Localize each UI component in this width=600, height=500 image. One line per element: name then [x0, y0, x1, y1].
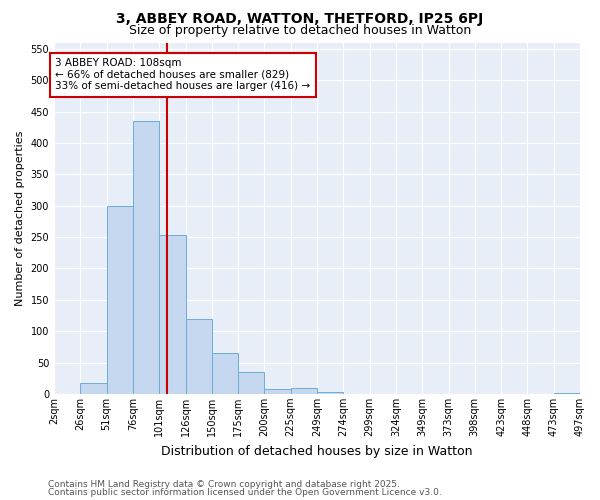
- Bar: [80, 383, 107, 394]
- Bar: [291, 388, 317, 394]
- Text: 3, ABBEY ROAD, WATTON, THETFORD, IP25 6PJ: 3, ABBEY ROAD, WATTON, THETFORD, IP25 6P…: [116, 12, 484, 26]
- Text: 3 ABBEY ROAD: 108sqm
← 66% of detached houses are smaller (829)
33% of semi-deta: 3 ABBEY ROAD: 108sqm ← 66% of detached h…: [55, 58, 310, 92]
- Bar: [185, 318, 212, 394]
- Bar: [133, 121, 159, 394]
- Y-axis label: Number of detached properties: Number of detached properties: [15, 130, 25, 306]
- Bar: [238, 372, 265, 394]
- Bar: [554, 392, 580, 394]
- Bar: [317, 392, 343, 394]
- X-axis label: Distribution of detached houses by size in Watton: Distribution of detached houses by size …: [161, 444, 473, 458]
- Text: Size of property relative to detached houses in Watton: Size of property relative to detached ho…: [129, 24, 471, 37]
- Bar: [212, 353, 238, 394]
- Text: Contains public sector information licensed under the Open Government Licence v3: Contains public sector information licen…: [48, 488, 442, 497]
- Text: Contains HM Land Registry data © Crown copyright and database right 2025.: Contains HM Land Registry data © Crown c…: [48, 480, 400, 489]
- Bar: [265, 389, 291, 394]
- Bar: [159, 235, 185, 394]
- Bar: [107, 206, 133, 394]
